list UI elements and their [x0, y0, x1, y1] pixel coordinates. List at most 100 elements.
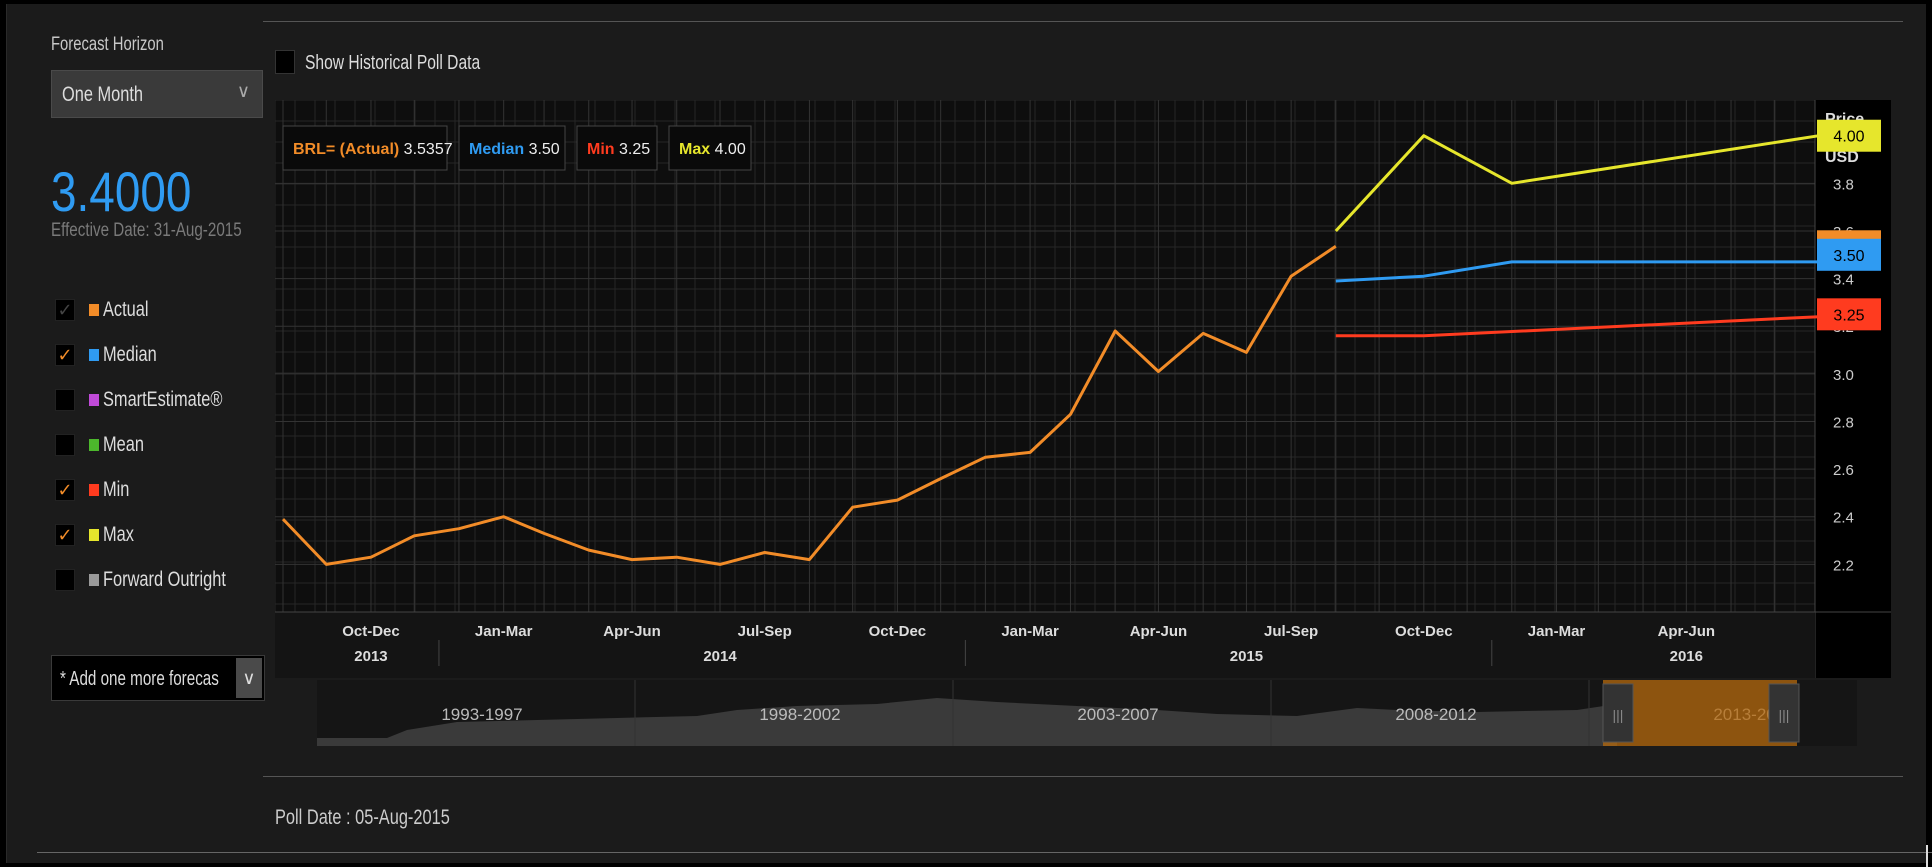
- legend-item-min[interactable]: ✓ Min: [55, 476, 255, 506]
- info-box-text: Max 4.00: [679, 141, 746, 158]
- price-tag-label: 4.00: [1833, 129, 1864, 146]
- add-forecast-select[interactable]: * Add one more forecas ∨: [51, 655, 265, 701]
- x-tick-label: Jul-Sep: [738, 623, 792, 640]
- x-tick-label: Jul-Sep: [1264, 623, 1318, 640]
- legend-swatch: [89, 349, 99, 361]
- info-box: [576, 125, 658, 171]
- forecast-horizon-select[interactable]: One Month ∨: [51, 70, 263, 118]
- poll-date: Poll Date : 05-Aug-2015: [275, 806, 450, 829]
- legend-checkbox[interactable]: [55, 389, 75, 411]
- info-box-text: BRL= (Actual) 3.5357: [293, 141, 453, 158]
- legend-label: Actual: [103, 298, 149, 321]
- legend-swatch: [89, 574, 99, 586]
- legend-label: SmartEstimate®: [103, 388, 223, 411]
- y-tick-label: 2.2: [1833, 557, 1854, 574]
- window-edge: [1926, 845, 1928, 867]
- chevron-down-icon: ∨: [236, 81, 250, 101]
- legend-checkbox[interactable]: ✓: [55, 524, 75, 546]
- legend-swatch: [89, 484, 99, 496]
- x-tick-label: Apr-Jun: [603, 623, 661, 640]
- legend-checkbox: ✓: [55, 299, 75, 321]
- chevron-down-icon[interactable]: ∨: [236, 658, 262, 698]
- current-value: 3.4000: [51, 160, 192, 223]
- historical-label: Show Historical Poll Data: [305, 52, 481, 74]
- x-year-label: 2015: [1230, 648, 1263, 665]
- forecast-horizon-label: Forecast Horizon: [51, 34, 164, 55]
- time-navigator[interactable]: 1993-19971998-20022003-20072008-20122013…: [317, 680, 1897, 750]
- navigator-selection: [1603, 680, 1797, 746]
- x-tick-label: Oct-Dec: [869, 623, 927, 640]
- legend-item-forward-outright[interactable]: Forward Outright: [55, 566, 255, 596]
- legend-swatch: [89, 304, 99, 316]
- x-tick-label: Apr-Jun: [1130, 623, 1188, 640]
- legend-item-smartestimate[interactable]: SmartEstimate®: [55, 386, 255, 416]
- legend-item-median[interactable]: ✓ Median: [55, 341, 255, 371]
- y-axis-unit: USD: [1825, 149, 1859, 166]
- footer-divider: [37, 852, 1932, 853]
- series-line-min: [1335, 315, 1820, 338]
- legend-item-actual[interactable]: ✓ Actual: [55, 296, 255, 326]
- price-tag: [1817, 119, 1881, 152]
- x-tick-label: Apr-Jun: [1658, 623, 1716, 640]
- x-tick-label: Oct-Dec: [1395, 623, 1453, 640]
- forecast-chart[interactable]: PriceUSD2.22.42.62.83.03.23.43.63.84.003…: [275, 100, 1891, 678]
- y-tick-label: 2.8: [1833, 414, 1854, 431]
- grip-icon: |||: [1779, 707, 1790, 723]
- legend-checkbox[interactable]: ✓: [55, 344, 75, 366]
- price-tag: [1817, 298, 1881, 331]
- legend-checkbox[interactable]: [55, 434, 75, 456]
- effective-date: Effective Date: 31-Aug-2015: [51, 220, 242, 241]
- x-year-label: 2016: [1670, 648, 1703, 665]
- navigator-period-label: 2008-2012: [1395, 705, 1476, 724]
- legend-label: Min: [103, 478, 130, 501]
- y-tick-label: 3.4: [1833, 272, 1854, 289]
- bottom-divider: [263, 776, 1903, 777]
- info-box: [668, 125, 752, 171]
- legend-item-max[interactable]: ✓ Max: [55, 521, 255, 551]
- legend-label: Mean: [103, 433, 144, 456]
- navigator-period-label: 2003-2007: [1077, 705, 1158, 724]
- x-tick-label: Jan-Mar: [475, 623, 533, 640]
- info-box: [458, 125, 566, 171]
- price-tag-label: 3.50: [1833, 248, 1864, 265]
- plot-area: [275, 100, 1816, 678]
- y-tick-label: 2.4: [1833, 510, 1854, 527]
- top-divider: [263, 21, 1903, 22]
- y-tick-label: 2.6: [1833, 462, 1854, 479]
- y-tick-label: 3.8: [1833, 176, 1854, 193]
- info-box-text: Min 3.25: [587, 141, 650, 158]
- x-year-label: 2014: [703, 648, 737, 665]
- navigator-handle-left: [1602, 683, 1634, 743]
- navigator-overview: [317, 698, 1617, 746]
- grip-icon: |||: [1613, 707, 1624, 723]
- y-tick-label: 3.0: [1833, 367, 1854, 384]
- legend-swatch: [89, 529, 99, 541]
- add-forecast-text: * Add one more forecas: [60, 668, 219, 690]
- left-panel: Forecast Horizon One Month ∨ 3.4000 Effe…: [7, 4, 267, 863]
- legend-item-mean[interactable]: Mean: [55, 431, 255, 461]
- navigator-handle-right: [1768, 683, 1800, 743]
- legend-label: Forward Outright: [103, 568, 226, 591]
- navigator-period-label: 1993-1997: [441, 705, 522, 724]
- x-tick-label: Oct-Dec: [342, 623, 400, 640]
- series-line-median: [1335, 260, 1819, 283]
- x-axis-band: [275, 612, 1815, 678]
- forecast-horizon-value: One Month: [62, 83, 144, 106]
- legend-swatch: [89, 439, 99, 451]
- legend-label: Max: [103, 523, 134, 546]
- forecast-panel: Forecast Horizon One Month ∨ 3.4000 Effe…: [6, 4, 1932, 863]
- historical-checkbox[interactable]: [275, 50, 295, 74]
- series-line-max: [1334, 134, 1820, 233]
- price-tag-label: 3.25: [1833, 307, 1864, 324]
- price-tag: [1817, 238, 1881, 271]
- info-box-text: Median 3.50: [469, 141, 560, 158]
- legend-label: Median: [103, 343, 157, 366]
- show-historical-toggle[interactable]: Show Historical Poll Data: [275, 50, 575, 78]
- legend-checkbox[interactable]: [55, 569, 75, 591]
- info-box: [282, 125, 448, 171]
- navigator-period-label: 1998-2002: [759, 705, 840, 724]
- x-year-label: 2013: [354, 648, 387, 665]
- series-line-actual: [281, 245, 1337, 566]
- legend-swatch: [89, 394, 99, 406]
- legend-checkbox[interactable]: ✓: [55, 479, 75, 501]
